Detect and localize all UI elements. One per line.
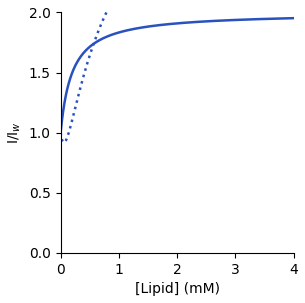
Y-axis label: I/I$_w$: I/I$_w$ <box>7 121 23 144</box>
X-axis label: [Lipid] (mM): [Lipid] (mM) <box>135 282 220 296</box>
